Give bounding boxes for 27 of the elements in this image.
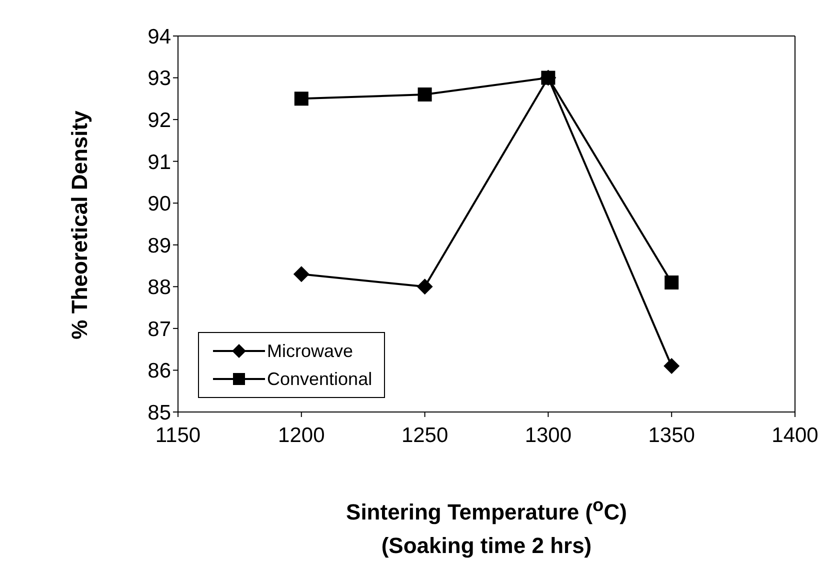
y-tick-label: 89 bbox=[148, 234, 171, 258]
y-tick-label: 88 bbox=[148, 276, 171, 300]
y-tick-label: 92 bbox=[148, 109, 171, 132]
x-tick-label: 1350 bbox=[648, 424, 695, 447]
point bbox=[416, 278, 433, 295]
point bbox=[664, 358, 680, 374]
point bbox=[294, 92, 308, 106]
point bbox=[541, 70, 556, 85]
y-tick-label: 85 bbox=[148, 401, 171, 424]
y-tick-label: 90 bbox=[148, 192, 171, 216]
y-tick-label: 94 bbox=[148, 25, 172, 48]
y-tick-label: 91 bbox=[148, 150, 171, 174]
x-tick-label: 1250 bbox=[401, 424, 448, 447]
x-tick-label: 1400 bbox=[772, 424, 818, 447]
x-axis-title: Sintering Temperature ($^{o}$C) (Soaking time 2 hrs) bbox=[345, 493, 628, 560]
y-tick-label: 93 bbox=[148, 67, 171, 90]
point bbox=[293, 266, 310, 282]
legend-label: Conventional bbox=[267, 368, 372, 390]
point bbox=[664, 275, 679, 290]
y-tick-label: 87 bbox=[148, 318, 171, 341]
x-tick-label: 1150 bbox=[155, 424, 201, 447]
point bbox=[418, 87, 432, 102]
legend-label: Microwave bbox=[267, 340, 354, 362]
y-tick-label: 86 bbox=[148, 360, 171, 383]
x-tick-label: 1200 bbox=[278, 424, 325, 447]
x-tick-label: 1300 bbox=[524, 424, 572, 447]
y-axis-title: % Theoretical Density bbox=[67, 110, 93, 340]
